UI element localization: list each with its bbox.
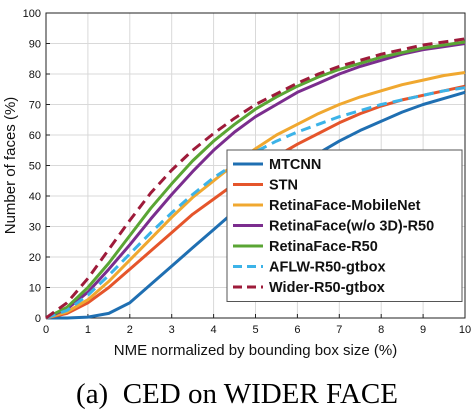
y-tick-label: 20 bbox=[29, 252, 41, 264]
legend-label-retinaface-mobilenet: RetinaFace-MobileNet bbox=[269, 198, 421, 214]
legend-label-retinaface-r50: RetinaFace-R50 bbox=[269, 239, 378, 255]
x-axis-label: NME normalized by bounding box size (%) bbox=[114, 342, 397, 359]
x-tick-label: 5 bbox=[252, 324, 258, 336]
x-tick-label: 0 bbox=[43, 324, 49, 336]
figure-caption: (a) CED on WIDER FACE bbox=[76, 378, 398, 410]
y-axis-ticks: 0 10 20 30 40 50 60 70 80 90 100 bbox=[23, 8, 50, 325]
y-tick-label: 80 bbox=[29, 69, 41, 81]
legend-label-retinaface-w-o-3d-r50: RetinaFace(w/o 3D)-R50 bbox=[269, 219, 434, 235]
legend-box bbox=[226, 149, 463, 302]
x-tick-label: 6 bbox=[294, 324, 300, 336]
series-line-retinaface-mobilenet bbox=[45, 71, 466, 320]
x-tick-label: 1 bbox=[85, 324, 91, 336]
legend-label-stn: STN bbox=[269, 178, 298, 194]
y-tick-label: 100 bbox=[23, 8, 41, 20]
y-tick-label: 30 bbox=[29, 222, 41, 234]
y-tick-label: 70 bbox=[29, 100, 41, 112]
y-tick-label: 60 bbox=[29, 130, 41, 142]
legend: MTCNN STN RetinaFace-MobileNet RetinaFace(w… bbox=[226, 149, 463, 302]
series-line-wider-r50-gtbox bbox=[45, 37, 466, 320]
legend-label-mtcnn: MTCNN bbox=[269, 157, 321, 173]
series-line-aflw-r50-gtbox bbox=[45, 86, 466, 320]
legend-label-wider-r50-gtbox: Wider-R50-gtbox bbox=[269, 280, 385, 296]
x-tick-label: 10 bbox=[459, 324, 471, 336]
legend-label-aflw-r50-gtbox: AFLW-R50-gtbox bbox=[269, 260, 386, 276]
x-tick-label: 3 bbox=[169, 324, 175, 336]
series-line-retinaface-r50 bbox=[45, 40, 466, 320]
series-line-retinaface-w-o-3d-r50 bbox=[45, 42, 466, 320]
x-axis-ticks: 0 1 2 3 4 5 6 7 8 9 10 bbox=[43, 314, 471, 336]
y-tick-label: 10 bbox=[29, 283, 41, 295]
x-tick-label: 2 bbox=[127, 324, 133, 336]
y-tick-label: 90 bbox=[29, 39, 41, 51]
x-tick-label: 7 bbox=[336, 324, 342, 336]
y-axis-label: Number of faces (%) bbox=[2, 97, 19, 235]
x-tick-label: 8 bbox=[378, 324, 384, 336]
y-tick-label: 0 bbox=[35, 313, 41, 325]
y-tick-label: 50 bbox=[29, 161, 41, 173]
x-tick-label: 4 bbox=[211, 324, 217, 336]
y-tick-label: 40 bbox=[29, 191, 41, 203]
x-tick-label: 9 bbox=[420, 324, 426, 336]
